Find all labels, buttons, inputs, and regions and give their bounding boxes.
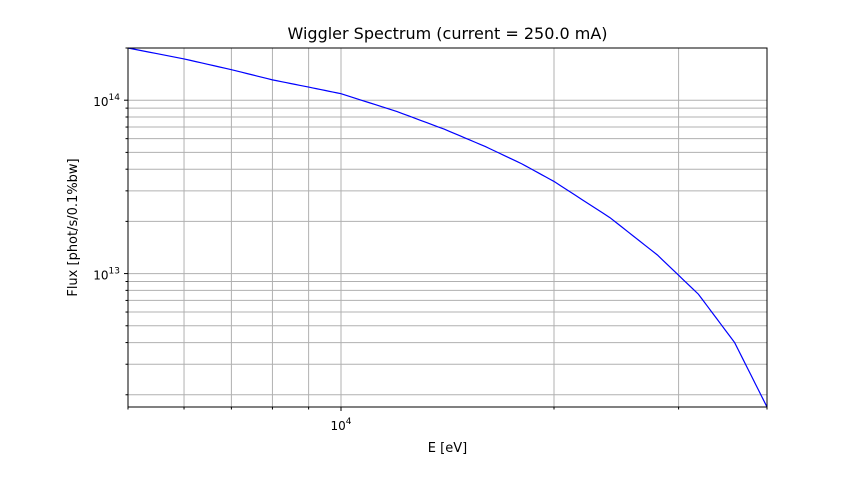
series-layer bbox=[127, 47, 768, 408]
plot-background bbox=[128, 48, 767, 407]
chart-title: Wiggler Spectrum (current = 250.0 mA) bbox=[288, 24, 608, 43]
plot-frame bbox=[127, 47, 768, 408]
x-tick-label: 104 bbox=[330, 417, 351, 433]
y-tick-label: 1013 bbox=[93, 267, 120, 283]
x-axis-label: E [eV] bbox=[428, 441, 467, 456]
series-line bbox=[127, 47, 768, 408]
y-axis-label: Flux [phot/s/0.1%bw] bbox=[66, 158, 81, 296]
y-tick-label: 1014 bbox=[93, 93, 120, 109]
axis-ticks: 104 1013 1014 bbox=[93, 47, 768, 433]
